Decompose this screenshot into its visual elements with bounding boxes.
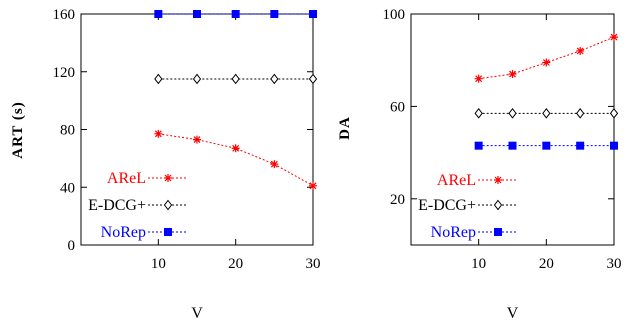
y-tick-label: 0 bbox=[68, 238, 76, 254]
legend-label: NoRep bbox=[431, 224, 476, 241]
legend-marker bbox=[164, 174, 172, 182]
x-tick-label: 30 bbox=[306, 256, 321, 272]
data-point bbox=[474, 141, 483, 150]
data-point bbox=[192, 73, 202, 85]
data-point bbox=[270, 10, 279, 18]
legend-marker bbox=[164, 228, 172, 236]
legend-marker bbox=[163, 199, 173, 211]
series-E-DCG+ bbox=[154, 73, 318, 85]
data-point bbox=[309, 181, 317, 190]
data-point bbox=[154, 73, 163, 85]
data-point bbox=[576, 141, 585, 150]
data-point bbox=[154, 129, 163, 138]
chart-panel-2: 20 60 100 10 20 30 V DA AReL E-DCG+ NoRep bbox=[337, 7, 622, 322]
chart-panel-1: 0 40 80 120 160 10 20 30 V ART (s) AReL E-DCG+ NoRep bbox=[10, 7, 321, 322]
series-NoRep bbox=[474, 141, 618, 150]
y-axis-label: ART (s) bbox=[10, 101, 26, 158]
data-point bbox=[231, 144, 240, 153]
data-point bbox=[270, 160, 279, 169]
data-point bbox=[508, 70, 517, 79]
legend-marker bbox=[494, 176, 502, 184]
series-AReL bbox=[474, 33, 618, 83]
data-point bbox=[508, 141, 517, 150]
y-tick-label: 160 bbox=[53, 7, 76, 23]
data-point bbox=[542, 58, 551, 67]
y-tick-label: 20 bbox=[390, 192, 405, 208]
data-point bbox=[309, 10, 317, 18]
data-point bbox=[508, 108, 517, 119]
legend-label: AReL bbox=[107, 170, 146, 187]
data-point bbox=[270, 73, 279, 85]
series-E-DCG+ bbox=[474, 108, 619, 119]
legend-label: E-DCG+ bbox=[88, 197, 146, 214]
y-axis-label: DA bbox=[337, 116, 353, 140]
legend-label: AReL bbox=[437, 172, 476, 189]
data-point bbox=[576, 108, 585, 119]
data-point bbox=[542, 141, 551, 150]
data-point bbox=[610, 141, 618, 150]
legend-label: NoRep bbox=[101, 224, 146, 241]
y-tick-label: 120 bbox=[53, 65, 76, 81]
x-axis-label: V bbox=[191, 305, 203, 322]
data-point bbox=[154, 10, 163, 18]
x-axis-label: V bbox=[507, 305, 519, 322]
legend-marker bbox=[494, 228, 502, 236]
series-line bbox=[478, 36, 615, 80]
series-AReL bbox=[154, 129, 317, 190]
data-point bbox=[193, 135, 201, 144]
data-point bbox=[610, 33, 618, 42]
data-point bbox=[474, 74, 483, 83]
data-point bbox=[193, 10, 201, 18]
x-tick-label: 30 bbox=[607, 256, 622, 272]
x-tick-label: 20 bbox=[539, 256, 554, 272]
data-point bbox=[231, 73, 240, 85]
data-point bbox=[542, 108, 551, 119]
legend-marker bbox=[493, 199, 503, 211]
y-tick-label: 100 bbox=[383, 7, 406, 23]
data-point bbox=[308, 73, 318, 85]
x-tick-label: 20 bbox=[228, 256, 243, 272]
y-tick-label: 40 bbox=[60, 180, 75, 196]
plot-frame bbox=[410, 13, 615, 246]
x-tick-label: 10 bbox=[151, 256, 166, 272]
y-tick-label: 60 bbox=[390, 99, 405, 115]
data-point bbox=[609, 108, 619, 119]
x-tick-label: 10 bbox=[471, 256, 486, 272]
y-tick-label: 80 bbox=[60, 123, 75, 139]
data-point bbox=[474, 108, 483, 119]
series-NoRep bbox=[154, 10, 317, 18]
data-point bbox=[231, 10, 240, 18]
legend-label: E-DCG+ bbox=[418, 197, 476, 214]
data-point bbox=[576, 46, 585, 55]
